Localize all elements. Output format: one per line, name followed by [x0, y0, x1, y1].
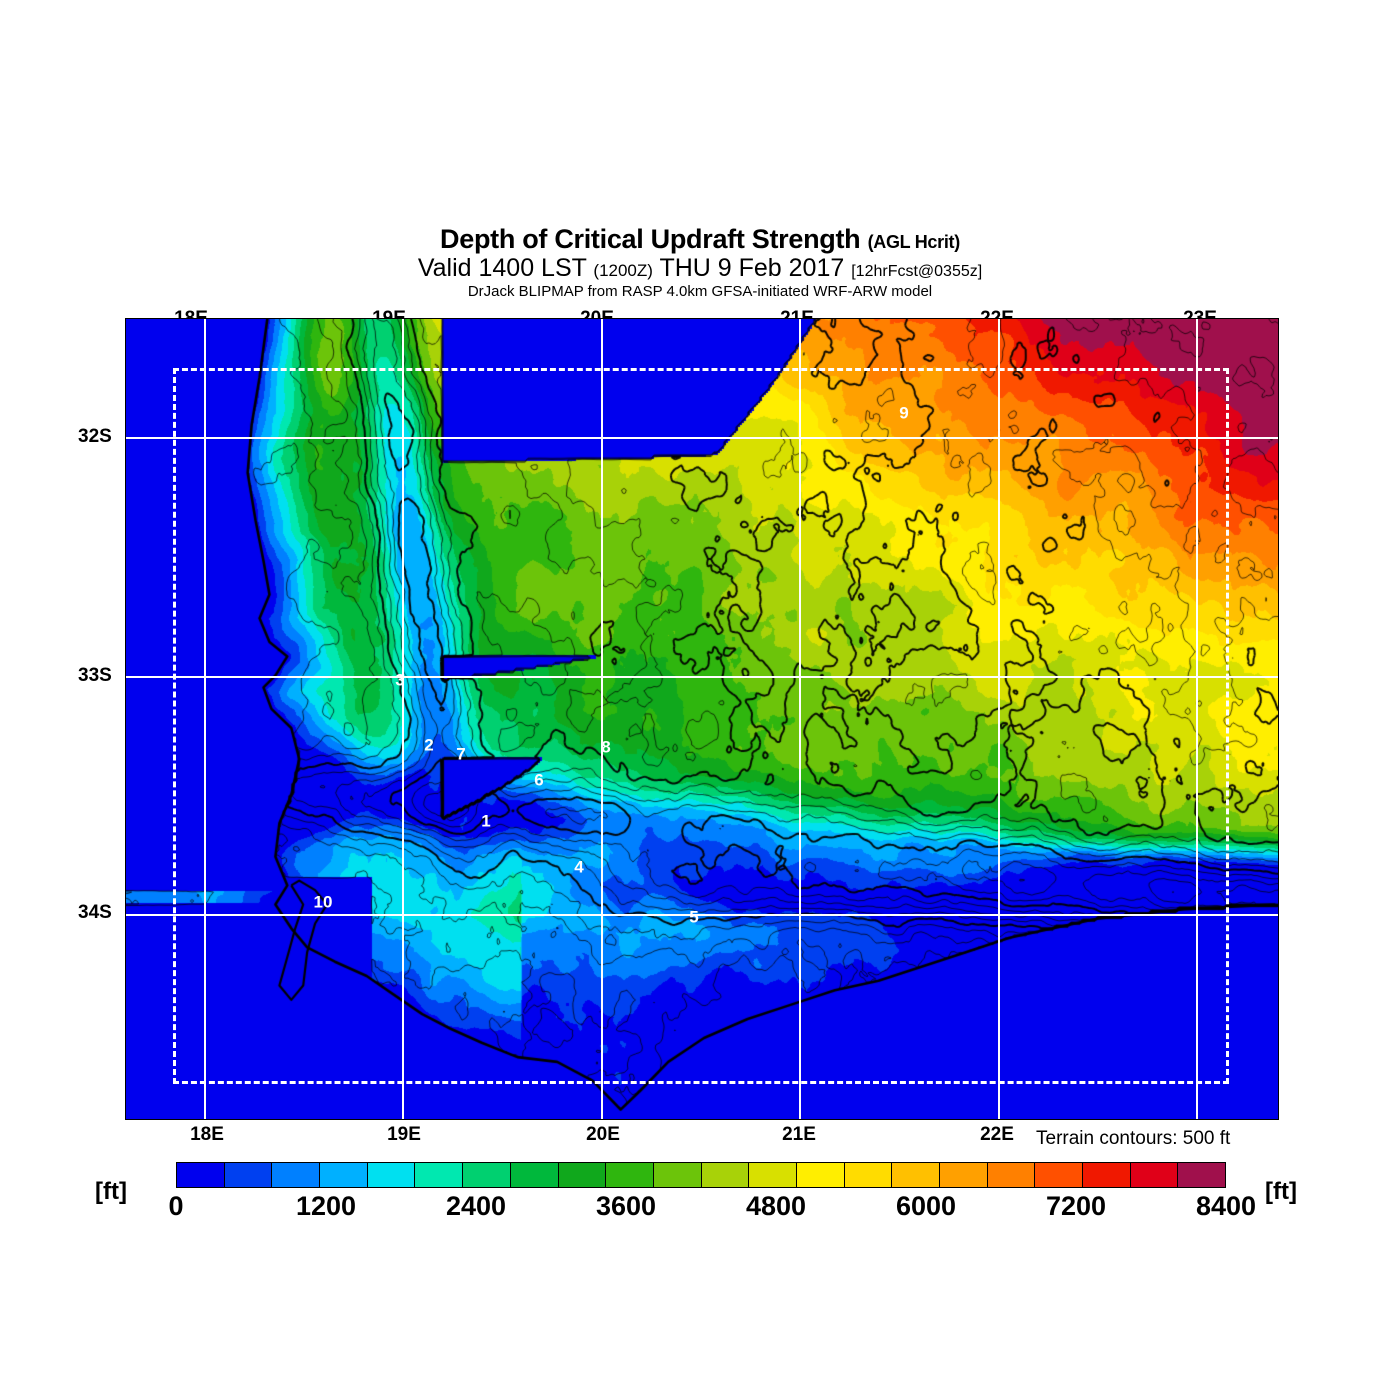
title-main-suffix: (AGL Hcrit) [867, 232, 961, 252]
colorbar-band-14 [844, 1163, 893, 1187]
lon-label-bottom-20E: 20E [586, 1124, 620, 1145]
station-marker-9[interactable]: 9 [899, 403, 909, 423]
colorbar-band-17 [987, 1163, 1036, 1187]
title-valid-line: Valid 1400 LST (1200Z) THU 9 Feb 2017 [1… [0, 253, 1400, 282]
colorbar-tick-7200: 7200 [1045, 1191, 1107, 1221]
colorbar-tick-6000: 6000 [895, 1191, 957, 1221]
colorbar-band-15 [892, 1163, 940, 1187]
colorbar-band-6 [463, 1163, 511, 1187]
colorbar-band-12 [749, 1163, 797, 1187]
colorbar-tick-3600: 3600 [595, 1191, 657, 1221]
station-marker-8[interactable]: 8 [601, 737, 611, 757]
station-marker-10[interactable]: 10 [313, 892, 333, 912]
title-block: Depth of Critical Updraft Strength (AGL … [0, 224, 1400, 300]
colorbar-band-19 [1083, 1163, 1131, 1187]
colorbar-band-21 [1178, 1163, 1226, 1187]
station-marker-6[interactable]: 6 [534, 770, 544, 790]
colorbar-unit-right: [ft] [1265, 1178, 1297, 1205]
lon-label-bottom-18E: 18E [190, 1124, 224, 1145]
colorbar[interactable] [176, 1162, 1226, 1188]
colorbar-band-5 [415, 1163, 464, 1187]
colorbar-band-0 [177, 1163, 225, 1187]
forecast-stamp: [12hrFcst@0355z] [851, 262, 983, 280]
colorbar-band-9 [606, 1163, 654, 1187]
lon-label-bottom-22E: 22E [980, 1124, 1014, 1145]
colorbar-band-20 [1130, 1163, 1179, 1187]
colorbar-band-18 [1035, 1163, 1084, 1187]
lon-label-bottom-21E: 21E [782, 1124, 816, 1145]
station-marker-7[interactable]: 7 [456, 744, 466, 764]
valid-date: THU 9 Feb 2017 [659, 253, 845, 282]
colorbar-band-10 [653, 1163, 702, 1187]
lon-label-bottom-19E: 19E [387, 1124, 421, 1145]
station-marker-4[interactable]: 4 [574, 857, 584, 877]
colorbar-band-16 [940, 1163, 988, 1187]
map-plot-area[interactable]: 9 3 2 7 8 6 1 4 5 10 [125, 318, 1279, 1120]
colorbar-tick-4800: 4800 [745, 1191, 807, 1221]
valid-prefix: Valid 1400 LST [417, 253, 587, 282]
colorbar-tick-1200: 1200 [295, 1191, 357, 1221]
lat-label-left-32S: 32S [78, 426, 112, 447]
station-marker-5[interactable]: 5 [689, 907, 699, 927]
valid-zulu: (1200Z) [593, 260, 653, 280]
lat-label-left-33S: 33S [78, 665, 112, 686]
colorbar-band-8 [558, 1163, 607, 1187]
colorbar-tick-8400: 8400 [1195, 1191, 1257, 1221]
colorbar-unit-left: [ft] [95, 1178, 127, 1205]
colorbar-band-13 [796, 1163, 845, 1187]
colorbar-bands [176, 1162, 1226, 1188]
colorbar-tick-2400: 2400 [445, 1191, 507, 1221]
colorbar-band-7 [510, 1163, 559, 1187]
colorbar-band-3 [320, 1163, 368, 1187]
station-marker-1[interactable]: 1 [481, 811, 491, 831]
colorbar-band-1 [224, 1163, 273, 1187]
colorbar-band-4 [367, 1163, 416, 1187]
terrain-contour-note: Terrain contours: 500 ft [1036, 1128, 1231, 1149]
title-main-text: Depth of Critical Updraft Strength [440, 224, 861, 254]
model-credit: DrJack BLIPMAP from RASP 4.0km GFSA-init… [467, 282, 933, 300]
colorbar-tick-0: 0 [168, 1191, 184, 1221]
colorbar-band-2 [272, 1163, 321, 1187]
colorbar-band-11 [701, 1163, 750, 1187]
station-marker-3[interactable]: 3 [395, 670, 405, 690]
page-title: Depth of Critical Updraft Strength (AGL … [0, 224, 1400, 254]
updraft-depth-heatmap [126, 319, 1278, 1119]
lat-label-left-34S: 34S [78, 902, 112, 923]
station-marker-2[interactable]: 2 [424, 735, 434, 755]
